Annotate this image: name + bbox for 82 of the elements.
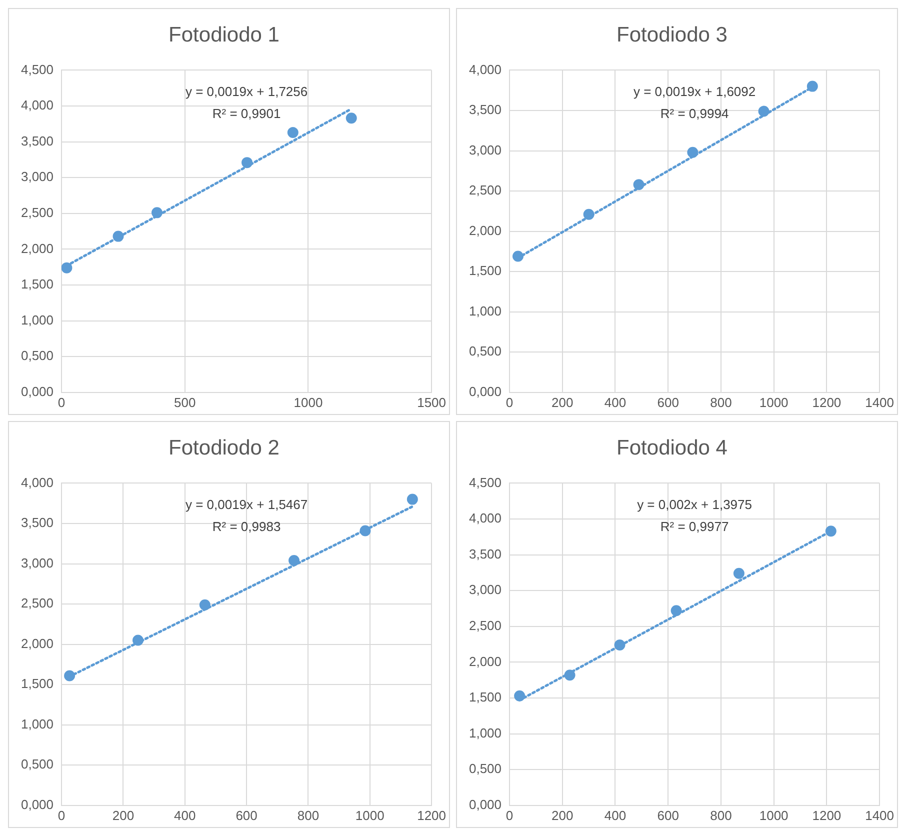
- annotation: y = 0,002x + 1,3975: [637, 496, 752, 512]
- x-tick-label: 1200: [417, 808, 446, 823]
- y-tick-label: 0,000: [20, 384, 54, 399]
- chart-title: Fotodiodo 4: [616, 436, 728, 460]
- y-tick-label: 2,500: [20, 596, 54, 611]
- chart-title: Fotodiodo 3: [616, 23, 728, 46]
- y-tick-label: 2,500: [468, 618, 502, 633]
- y-tick-label: 1,000: [468, 303, 502, 318]
- y-tick-label: 2,500: [468, 182, 502, 198]
- point: [825, 526, 836, 537]
- x-tick-label: 400: [604, 808, 626, 823]
- annotation: R² = 0,9977: [660, 518, 729, 534]
- y-tick-label: 4,000: [468, 510, 502, 526]
- x-tick-label: 600: [657, 394, 679, 410]
- y-tick-label: 3,500: [468, 102, 502, 118]
- x-tick-label: 600: [657, 808, 679, 823]
- y-tick-label: 3,500: [20, 515, 54, 530]
- annotation: y = 0,0019x + 1,7256: [185, 84, 308, 99]
- y-tick-label: 4,500: [20, 62, 54, 77]
- y-tick-label: 0,000: [468, 384, 502, 399]
- y-tick-label: 1,000: [468, 725, 502, 740]
- y-tick-label: 2,500: [20, 204, 54, 220]
- x-tick-label: 1000: [294, 394, 323, 410]
- y-tick-label: 1,500: [20, 676, 54, 692]
- y-tick-label: 1,500: [20, 276, 54, 292]
- point: [287, 126, 298, 138]
- y-tick-label: 1,500: [468, 690, 502, 705]
- x-tick-label: 400: [604, 394, 626, 410]
- y-tick-label: 2,000: [468, 654, 502, 669]
- y-tick-label: 0,500: [20, 756, 54, 772]
- x-tick-label: 800: [710, 808, 732, 823]
- x-tick-label: 800: [297, 808, 320, 823]
- x-tick-label: 1000: [759, 808, 788, 823]
- y-tick-label: 1,000: [20, 312, 54, 328]
- point: [733, 568, 744, 579]
- x-tick-label: 600: [236, 808, 258, 823]
- annotation: R² = 0,9901: [212, 106, 281, 121]
- annotation: R² = 0,9983: [212, 518, 281, 534]
- annotation: y = 0,0019x + 1,5467: [185, 496, 308, 512]
- point: [406, 494, 418, 505]
- x-tick-label: 400: [174, 808, 196, 823]
- x-tick-label: 200: [552, 808, 574, 823]
- y-tick-label: 3,000: [20, 555, 54, 570]
- x-tick-label: 1200: [812, 394, 842, 410]
- y-tick-label: 4,000: [468, 62, 502, 77]
- y-tick-label: 3,000: [468, 142, 502, 158]
- y-tick-label: 3,500: [20, 133, 54, 148]
- annotation: y = 0,0019x + 1,6092: [633, 84, 756, 99]
- x-tick-label: 0: [506, 394, 514, 410]
- y-tick-label: 0,500: [20, 348, 54, 364]
- x-tick-label: 1400: [865, 394, 894, 410]
- y-tick-label: 4,000: [20, 98, 54, 113]
- x-tick-label: 1000: [355, 808, 384, 823]
- x-tick-label: 200: [112, 808, 134, 823]
- x-tick-label: 1200: [812, 808, 842, 823]
- x-tick-label: 0: [58, 808, 66, 823]
- y-tick-label: 1,000: [20, 716, 54, 732]
- point: [346, 112, 357, 124]
- x-tick-label: 0: [58, 394, 66, 410]
- annotation: R² = 0,9994: [660, 106, 729, 121]
- y-tick-label: 2,000: [20, 636, 54, 651]
- x-tick-label: 0: [506, 808, 514, 823]
- y-tick-label: 2,000: [20, 240, 54, 256]
- y-tick-label: 3,000: [468, 582, 502, 598]
- y-tick-label: 3,500: [468, 546, 502, 562]
- x-tick-label: 1400: [865, 808, 894, 823]
- x-tick-label: 500: [174, 394, 196, 410]
- chart-title: Fotodiodo 1: [168, 23, 280, 46]
- x-tick-label: 1500: [417, 394, 446, 410]
- x-tick-label: 1000: [759, 394, 788, 410]
- y-tick-label: 3,000: [20, 169, 54, 184]
- y-tick-label: 0,500: [468, 761, 502, 776]
- y-tick-label: 0,500: [468, 344, 502, 359]
- y-tick-label: 1,500: [468, 263, 502, 278]
- y-tick-label: 4,000: [20, 474, 54, 490]
- y-tick-label: 2,000: [468, 222, 502, 238]
- y-tick-label: 0,000: [20, 796, 54, 812]
- x-tick-label: 800: [710, 394, 732, 410]
- y-tick-label: 0,000: [468, 796, 502, 812]
- y-tick-label: 4,500: [468, 474, 502, 490]
- chart-title: Fotodiodo 2: [168, 436, 280, 460]
- x-tick-label: 200: [552, 394, 574, 410]
